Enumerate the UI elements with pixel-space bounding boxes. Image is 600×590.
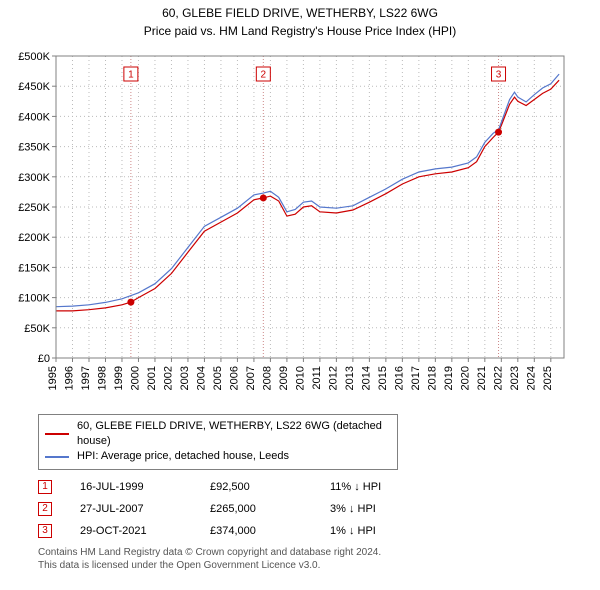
svg-text:£450K: £450K — [18, 81, 50, 93]
svg-text:2020: 2020 — [459, 366, 471, 390]
footnote: Contains HM Land Registry data © Crown c… — [38, 546, 578, 572]
svg-text:2014: 2014 — [360, 366, 372, 390]
legend: 60, GLEBE FIELD DRIVE, WETHERBY, LS22 6W… — [38, 414, 398, 470]
svg-text:£200K: £200K — [18, 232, 50, 244]
chart-plot-area: £0 £50K £100K £150K £200K £250K £300K £350K £400… — [8, 46, 592, 406]
svg-text:1: 1 — [128, 69, 134, 80]
sale-marker-badge: 1 — [38, 480, 52, 494]
svg-text:2003: 2003 — [179, 366, 191, 390]
legend-item: 60, GLEBE FIELD DRIVE, WETHERBY, LS22 6W… — [45, 419, 391, 450]
footnote-line: Contains HM Land Registry data © Crown c… — [38, 547, 381, 558]
svg-text:2001: 2001 — [146, 366, 158, 390]
svg-text:2019: 2019 — [443, 366, 455, 390]
svg-text:2012: 2012 — [327, 366, 339, 390]
sale-date: 27-JUL-2007 — [80, 503, 210, 515]
svg-text:1997: 1997 — [80, 366, 92, 390]
svg-text:2005: 2005 — [212, 366, 224, 390]
svg-text:£50K: £50K — [24, 322, 50, 334]
legend-label: 60, GLEBE FIELD DRIVE, WETHERBY, LS22 6W… — [77, 419, 391, 450]
svg-text:£300K: £300K — [18, 171, 50, 183]
svg-text:2002: 2002 — [162, 366, 174, 390]
sale-date: 16-JUL-1999 — [80, 481, 210, 493]
svg-text:£250K: £250K — [18, 202, 50, 214]
svg-text:1998: 1998 — [96, 366, 108, 390]
svg-text:2009: 2009 — [278, 366, 290, 390]
svg-text:2022: 2022 — [492, 366, 504, 390]
svg-text:2025: 2025 — [542, 366, 554, 390]
svg-text:2000: 2000 — [129, 366, 141, 390]
sale-events-table: 1 16-JUL-1999 £92,500 11% ↓ HPI 2 27-JUL… — [38, 480, 592, 538]
svg-text:2004: 2004 — [195, 366, 207, 390]
svg-text:2024: 2024 — [525, 366, 537, 390]
svg-text:2017: 2017 — [410, 366, 422, 390]
svg-text:£0: £0 — [38, 353, 50, 365]
svg-text:2007: 2007 — [245, 366, 257, 390]
svg-text:2015: 2015 — [377, 366, 389, 390]
svg-text:2011: 2011 — [311, 366, 323, 390]
svg-text:2006: 2006 — [228, 366, 240, 390]
svg-text:1999: 1999 — [113, 366, 125, 390]
sale-marker-badge: 3 — [38, 524, 52, 538]
chart-container: 60, GLEBE FIELD DRIVE, WETHERBY, LS22 6W… — [0, 0, 600, 580]
svg-text:2008: 2008 — [261, 366, 273, 390]
chart-title: 60, GLEBE FIELD DRIVE, WETHERBY, LS22 6W… — [8, 6, 592, 22]
sale-event-row: 3 29-OCT-2021 £374,000 1% ↓ HPI — [38, 524, 592, 538]
sale-date: 29-OCT-2021 — [80, 525, 210, 537]
svg-text:2: 2 — [261, 69, 267, 80]
chart-svg: £0 £50K £100K £150K £200K £250K £300K £350K £400… — [8, 46, 568, 406]
svg-text:2021: 2021 — [476, 366, 488, 390]
sale-hpi-delta: 1% ↓ HPI — [330, 525, 376, 537]
svg-text:£350K: £350K — [18, 141, 50, 153]
legend-label: HPI: Average price, detached house, Leed… — [77, 449, 289, 464]
svg-text:£400K: £400K — [18, 111, 50, 123]
svg-text:1995: 1995 — [47, 366, 59, 390]
svg-text:1996: 1996 — [63, 366, 75, 390]
legend-swatch — [45, 433, 69, 435]
svg-text:2010: 2010 — [294, 366, 306, 390]
legend-item: HPI: Average price, detached house, Leed… — [45, 449, 391, 464]
chart-subtitle: Price paid vs. HM Land Registry's House … — [8, 24, 592, 38]
svg-text:2023: 2023 — [509, 366, 521, 390]
sale-event-row: 1 16-JUL-1999 £92,500 11% ↓ HPI — [38, 480, 592, 494]
sale-price: £92,500 — [210, 481, 330, 493]
svg-text:2013: 2013 — [344, 366, 356, 390]
svg-text:3: 3 — [496, 69, 502, 80]
svg-text:2018: 2018 — [426, 366, 438, 390]
sale-price: £265,000 — [210, 503, 330, 515]
sale-event-row: 2 27-JUL-2007 £265,000 3% ↓ HPI — [38, 502, 592, 516]
footnote-line: This data is licensed under the Open Gov… — [38, 560, 320, 571]
sale-hpi-delta: 3% ↓ HPI — [330, 503, 376, 515]
sale-hpi-delta: 11% ↓ HPI — [330, 481, 381, 493]
svg-text:£150K: £150K — [18, 262, 50, 274]
svg-text:£100K: £100K — [18, 292, 50, 304]
sale-marker-badge: 2 — [38, 502, 52, 516]
sale-price: £374,000 — [210, 525, 330, 537]
legend-swatch — [45, 456, 69, 458]
svg-text:£500K: £500K — [18, 51, 50, 63]
svg-text:2016: 2016 — [393, 366, 405, 390]
